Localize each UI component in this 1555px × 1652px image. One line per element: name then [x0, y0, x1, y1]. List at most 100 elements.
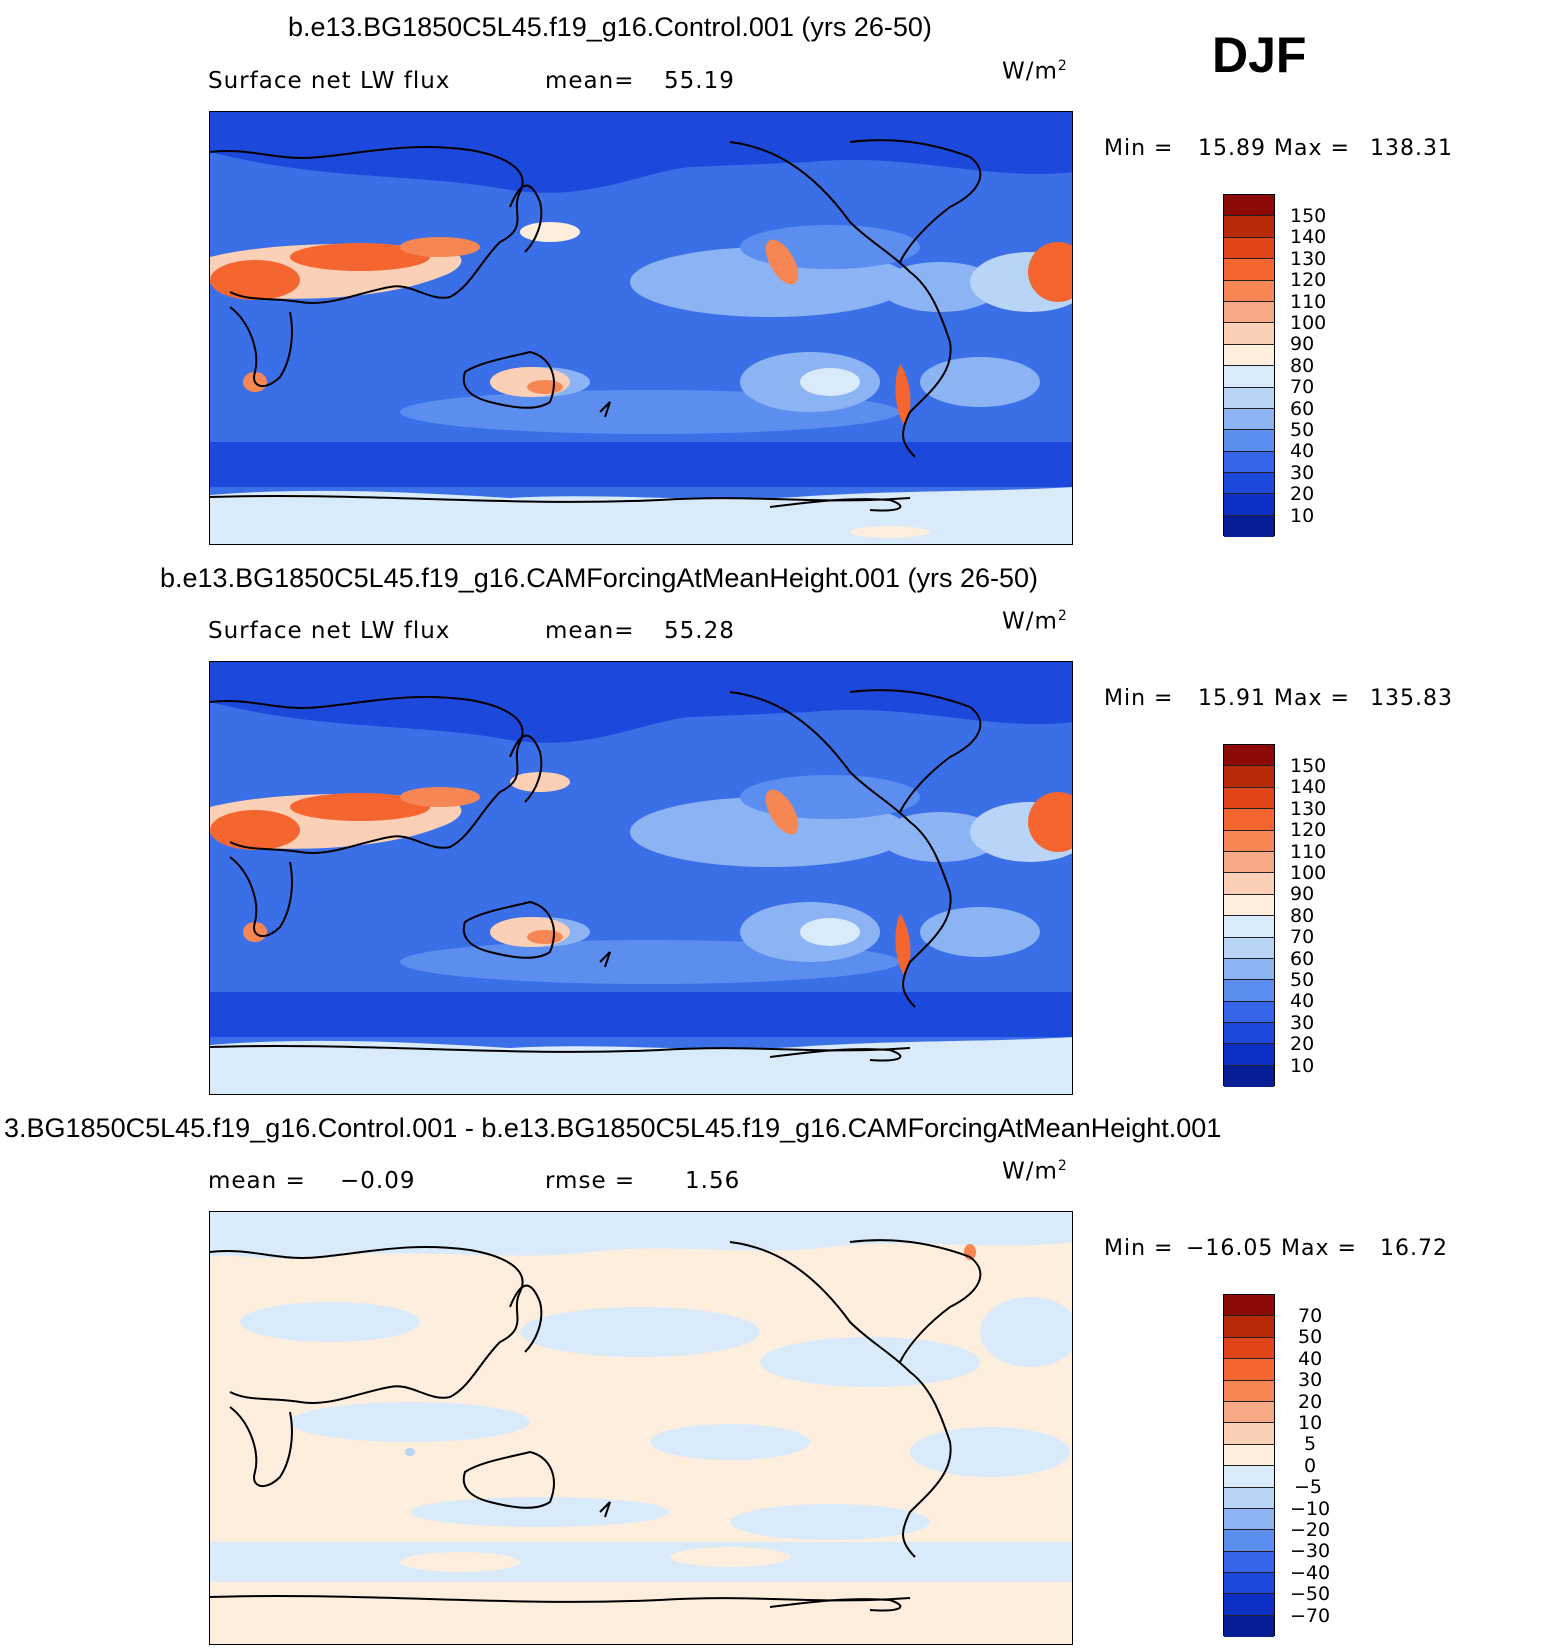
colorbar-swatch: [1224, 830, 1274, 852]
panel1-units: W/m2: [1002, 58, 1068, 85]
panel1-map-field: [210, 112, 1072, 544]
colorbar-tick-label: 60: [1290, 397, 1315, 420]
colorbar-tick-label: 30: [1298, 1369, 1323, 1392]
panel2-mean-label: mean=: [545, 618, 635, 644]
colorbar-swatch: [1224, 1466, 1274, 1488]
panel3-title: 3.BG1850C5L45.f19_g16.Control.001 - b.e1…: [4, 1113, 1222, 1143]
colorbar-tick-label: 50: [1290, 419, 1315, 441]
colorbar-swatch: [1224, 451, 1274, 474]
colorbar-swatch: [1224, 1295, 1274, 1317]
colorbar-tick-label: 40: [1290, 440, 1315, 463]
colorbar-tick-label: 10: [1298, 1412, 1323, 1434]
colorbar-swatch: [1224, 851, 1274, 874]
colorbar-tick-label: −20: [1290, 1519, 1331, 1541]
colorbar-tick-label: 90: [1290, 333, 1315, 356]
colorbar-swatch: [1224, 980, 1274, 1002]
colorbar-tick-label: 0: [1304, 1454, 1317, 1477]
colorbar-swatch: [1224, 280, 1274, 302]
colorbar-tick-label: 20: [1298, 1390, 1323, 1413]
colorbar-tick-label: 90: [1290, 883, 1315, 906]
colorbar-swatch: [1224, 259, 1274, 281]
colorbar-tick-label: 30: [1290, 1011, 1315, 1034]
panel2-min-label: Min =: [1104, 686, 1174, 711]
panel1-colorbar-ticks: 150 140 130 120 110 100 90 80 70 60 50 4…: [1290, 207, 1350, 527]
colorbar-tick-label: −50: [1290, 1583, 1331, 1606]
colorbar-tick-label: 150: [1290, 205, 1327, 227]
colorbar-swatch: [1224, 1423, 1274, 1445]
colorbar-tick-label: −40: [1290, 1561, 1331, 1584]
colorbar-tick-label: 60: [1290, 947, 1315, 970]
colorbar-tick-label: 20: [1290, 1033, 1315, 1056]
colorbar-swatch: [1224, 1001, 1274, 1024]
colorbar-swatch: [1224, 301, 1274, 324]
colorbar-tick-label: 100: [1290, 862, 1327, 884]
panel2-max-value: 135.83: [1370, 686, 1453, 711]
panel1-title: b.e13.BG1850C5L45.f19_g16.Control.001 (y…: [288, 12, 932, 42]
panel2-min-value: 15.91: [1198, 686, 1266, 711]
panel2-units: W/m2: [1002, 608, 1068, 635]
colorbar-swatch: [1224, 809, 1274, 831]
colorbar-swatch: [1224, 515, 1274, 538]
colorbar-tick-label: 140: [1290, 776, 1327, 799]
panel1-map: [209, 111, 1073, 545]
panel3-min-value: −16.05: [1186, 1236, 1274, 1261]
colorbar-tick-label: 130: [1290, 247, 1327, 270]
panel3-mean-value: −0.09: [340, 1168, 416, 1194]
colorbar-swatch: [1224, 237, 1274, 260]
colorbar-swatch: [1224, 745, 1274, 767]
colorbar-tick-label: 10: [1290, 1054, 1315, 1077]
colorbar-tick-label: 70: [1298, 1305, 1323, 1327]
colorbar-swatch: [1224, 1401, 1274, 1424]
colorbar-swatch: [1224, 216, 1274, 238]
colorbar-tick-label: 80: [1290, 904, 1315, 927]
colorbar-swatch: [1224, 1530, 1274, 1552]
colorbar-tick-label: 120: [1290, 269, 1327, 292]
panel3-colorbar-ticks: 70 50 40 30 20 10 5 0 −5 −10 −20 −30 −40…: [1290, 1307, 1360, 1627]
colorbar-swatch: [1224, 1044, 1274, 1066]
panel1-colorbar: [1223, 194, 1275, 538]
colorbar-tick-label: −70: [1290, 1604, 1331, 1627]
colorbar-tick-label: 40: [1290, 990, 1315, 1013]
colorbar-swatch: [1224, 1380, 1274, 1402]
colorbar-tick-label: 110: [1290, 840, 1327, 863]
colorbar-swatch: [1224, 894, 1274, 917]
panel3-rmse-value: 1.56: [685, 1168, 741, 1194]
colorbar-swatch: [1224, 1615, 1274, 1638]
colorbar-tick-label: 70: [1290, 376, 1315, 399]
panel3-max-label: Max =: [1281, 1236, 1357, 1261]
panel3-min-label: Min =: [1104, 1236, 1174, 1261]
panel2-field-label: Surface net LW flux: [208, 618, 451, 644]
panel3-units: W/m2: [1002, 1158, 1068, 1185]
colorbar-tick-label: 130: [1290, 797, 1327, 820]
colorbar-tick-label: 110: [1290, 290, 1327, 313]
colorbar-swatch: [1224, 1508, 1274, 1531]
panel2-colorbar: [1223, 744, 1275, 1088]
panel3-colorbar: [1223, 1294, 1275, 1638]
colorbar-tick-label: 120: [1290, 819, 1327, 842]
colorbar-tick-label: 140: [1290, 226, 1327, 249]
colorbar-tick-label: 150: [1290, 755, 1327, 777]
colorbar-tick-label: 10: [1290, 504, 1315, 527]
panel3-mean-label: mean =: [208, 1168, 306, 1194]
panel2-title: b.e13.BG1850C5L45.f19_g16.CAMForcingAtMe…: [160, 563, 1039, 593]
colorbar-swatch: [1224, 1444, 1274, 1467]
colorbar-swatch: [1224, 473, 1274, 495]
colorbar-swatch: [1224, 1359, 1274, 1381]
colorbar-tick-label: 20: [1290, 483, 1315, 506]
colorbar-swatch: [1224, 494, 1274, 516]
colorbar-swatch: [1224, 1337, 1274, 1360]
colorbar-tick-label: 40: [1298, 1347, 1323, 1370]
colorbar-tick-label: 50: [1290, 969, 1315, 991]
colorbar-swatch: [1224, 1573, 1274, 1595]
panel2-map: [209, 661, 1073, 1095]
panel3-max-value: 16.72: [1380, 1236, 1448, 1261]
colorbar-swatch: [1224, 1065, 1274, 1088]
colorbar-tick-label: 5: [1304, 1433, 1317, 1456]
panel2-map-field: [210, 662, 1072, 1094]
panel1-min-value: 15.89: [1198, 136, 1266, 161]
colorbar-swatch: [1224, 408, 1274, 431]
colorbar-swatch: [1224, 344, 1274, 367]
panel2-mean-value: 55.28: [664, 618, 735, 644]
panel1-max-label: Max =: [1274, 136, 1350, 161]
colorbar-swatch: [1224, 323, 1274, 345]
